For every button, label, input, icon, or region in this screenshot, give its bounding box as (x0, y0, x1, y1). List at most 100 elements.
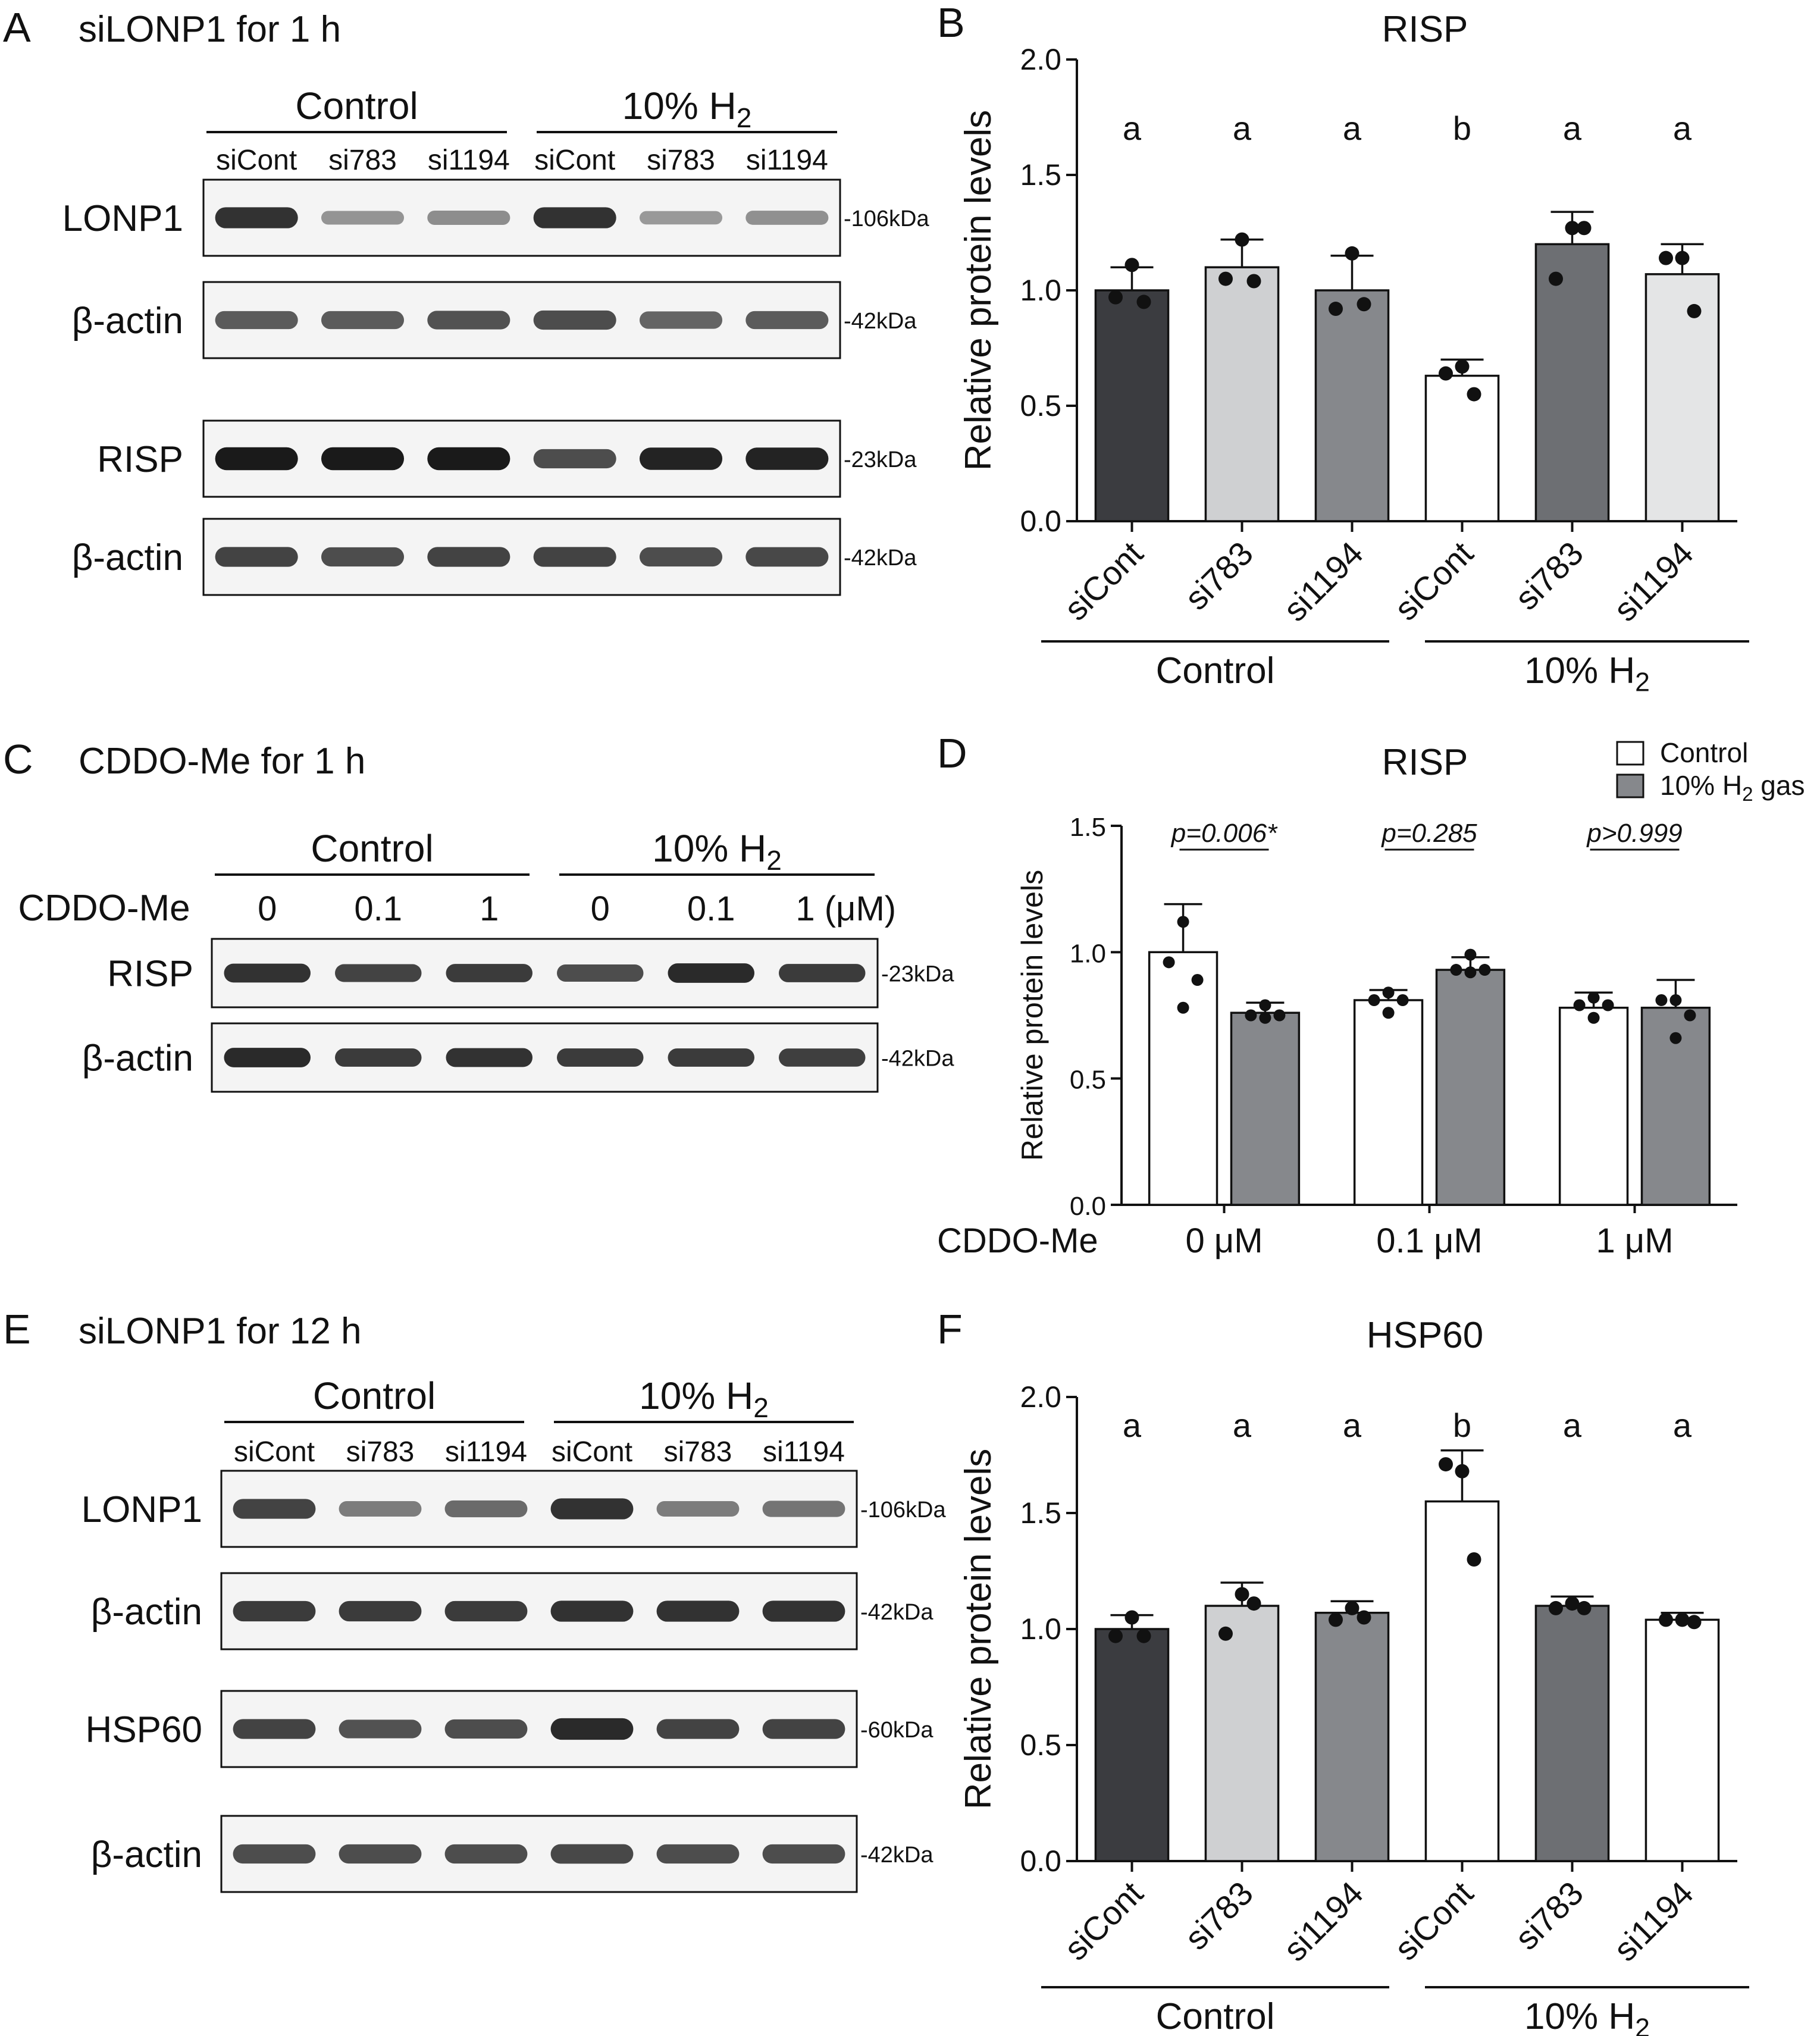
data-point (1577, 221, 1592, 236)
data-point (1439, 1457, 1453, 1472)
blot-membrane (220, 1470, 858, 1548)
lane-label: siCont (216, 145, 297, 176)
legend-label-h2-main: 10% H (1660, 770, 1742, 801)
x-axis-label: CDDO-Me (937, 1221, 1098, 1260)
blot-label: β-actin (82, 1038, 193, 1079)
protein-band (745, 311, 829, 330)
x-tick-label: si783 (1508, 1874, 1590, 1957)
bar (1424, 1500, 1500, 1862)
lane-label: si783 (346, 1436, 415, 1468)
protein-band (215, 447, 298, 471)
data-point (1467, 1552, 1481, 1567)
protein-band (233, 1844, 316, 1864)
size-marker: -106kDa (844, 206, 929, 231)
protein-band (446, 1048, 532, 1067)
data-point (1177, 916, 1189, 928)
protein-band (668, 1048, 754, 1067)
y-tick-label: 1.5 (1070, 813, 1106, 842)
significance-letter: b (1453, 109, 1471, 147)
size-marker: -60kDa (860, 1718, 934, 1743)
significance-letter: a (1123, 1407, 1142, 1444)
y-axis-label: Relative protein levels (958, 110, 999, 471)
blot-membrane (211, 1022, 879, 1093)
legend-label-control: Control (1660, 737, 1748, 768)
size-marker: -42kDa (844, 309, 917, 334)
data-point (1577, 1600, 1592, 1615)
group-label-h2-main: 10% H (1524, 1996, 1635, 2036)
data-point (1602, 999, 1614, 1011)
concentration-label: 1 (μM) (795, 889, 896, 928)
protein-band (339, 1600, 422, 1622)
data-point (1259, 1011, 1271, 1024)
protein-band (427, 311, 510, 330)
data-point (1357, 1610, 1371, 1625)
protein-band (533, 449, 616, 469)
data-point (1439, 366, 1453, 381)
significance-letter: a (1673, 109, 1692, 147)
y-tick-label: 0.0 (1070, 1192, 1106, 1221)
x-tick-label: siCont (1057, 1874, 1150, 1968)
group-label-h2-sub: 2 (1635, 668, 1650, 697)
protein-band (639, 547, 723, 567)
legend-label-h2-sub: 2 (1742, 784, 1753, 806)
protein-band (779, 964, 866, 982)
size-marker: -42kDa (881, 1047, 954, 1072)
protein-band (762, 1600, 845, 1622)
lane-label: si1194 (428, 145, 510, 176)
protein-band (550, 1844, 634, 1864)
x-tick-label: si1194 (1606, 534, 1700, 628)
p-value: p>0.999 (1586, 819, 1682, 848)
protein-band (444, 1600, 528, 1622)
protein-band (557, 964, 644, 982)
group-label-h2: 10% H2 (622, 84, 752, 133)
data-point (1659, 1612, 1673, 1627)
data-point (1455, 359, 1470, 374)
group-label-h2-sub: 2 (766, 845, 782, 876)
group-label-h2-main: 10% H (1524, 650, 1635, 691)
data-point (1235, 232, 1249, 247)
protein-band (321, 447, 405, 471)
data-point (1659, 250, 1673, 265)
data-point (1357, 297, 1371, 312)
data-point (1382, 986, 1395, 999)
bar (1534, 243, 1610, 522)
concentration-label: 0.1 (687, 889, 735, 928)
protein-band (444, 1844, 528, 1864)
protein-band (233, 1499, 316, 1519)
legend-label-h2-suffix: gas (1753, 770, 1805, 801)
group-label-control: Control (311, 827, 433, 870)
group-label-control: Control (295, 84, 418, 127)
bar (1314, 289, 1390, 522)
bar (1534, 1605, 1610, 1862)
data-point (1368, 994, 1380, 1007)
protein-band (656, 1600, 740, 1622)
group-label-control: Control (1156, 650, 1275, 691)
protein-band (215, 207, 298, 228)
protein-band (427, 447, 510, 471)
bar (1644, 1618, 1720, 1862)
data-point (1669, 1032, 1682, 1044)
size-marker: -106kDa (860, 1498, 946, 1523)
data-point (1136, 1628, 1151, 1643)
data-point (1177, 1001, 1189, 1014)
blot-membrane (211, 938, 879, 1008)
protein-band (339, 1719, 422, 1739)
protein-band (762, 1719, 845, 1739)
concentration-label: 1 (480, 889, 499, 928)
data-point (1136, 295, 1151, 309)
protein-band (224, 1048, 311, 1067)
concentration-label: 0 (591, 889, 610, 928)
data-point (1467, 387, 1481, 402)
protein-band (656, 1719, 740, 1739)
x-tick-label: siCont (1387, 1874, 1480, 1968)
group-label-h2-sub: 2 (1635, 2014, 1650, 2036)
data-point (1218, 271, 1233, 286)
blot-label: β-actin (72, 300, 183, 342)
y-tick-label: 2.0 (1020, 43, 1061, 76)
data-point (1191, 974, 1204, 986)
y-axis-label: Relative protein levels (1016, 870, 1049, 1161)
legend-label-h2: 10% H2 gas (1660, 770, 1805, 806)
significance-letter: a (1673, 1407, 1692, 1444)
blot-label: LONP1 (62, 198, 183, 239)
y-tick-label: 0.5 (1020, 1728, 1061, 1762)
